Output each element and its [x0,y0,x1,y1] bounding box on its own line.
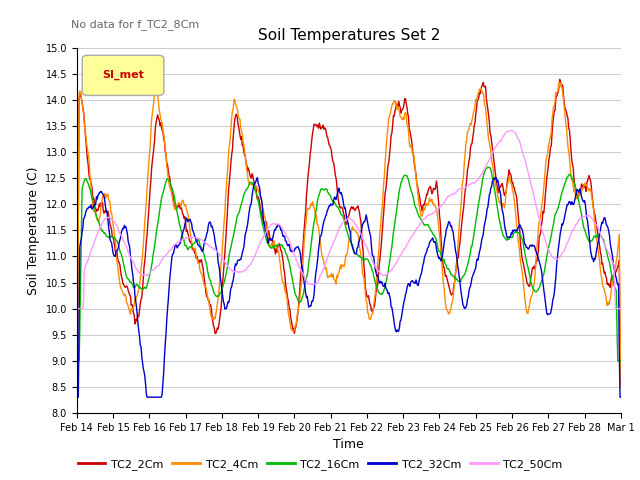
Legend: TC2_2Cm, TC2_4Cm, TC2_16Cm, TC2_32Cm, TC2_50Cm: TC2_2Cm, TC2_4Cm, TC2_16Cm, TC2_32Cm, TC… [73,455,567,474]
Text: No data for f_TC2_8Cm: No data for f_TC2_8Cm [72,19,200,30]
TC2_16Cm [394,203,401,209]
TC2_50Cm [507,128,515,133]
TC2_16Cm [447,272,454,277]
TC2_4Cm [193,253,200,259]
FancyBboxPatch shape [82,55,164,96]
TC2_4Cm [340,264,348,269]
TC2_2Cm [216,316,223,322]
Line: TC2_16Cm: TC2_16Cm [77,167,621,360]
TC2_2Cm [556,76,563,82]
Line: TC2_4Cm: TC2_4Cm [77,82,621,387]
TC2_4Cm [216,278,223,284]
TC2_32Cm [447,224,454,229]
TC2_16Cm [340,217,348,223]
TC2_4Cm [617,384,625,390]
TC2_32Cm [617,394,625,400]
Line: TC2_32Cm: TC2_32Cm [77,178,621,397]
Title: Soil Temperatures Set 2: Soil Temperatures Set 2 [258,28,440,43]
TC2_2Cm [73,384,81,390]
TC2_50Cm [447,192,454,198]
TC2_16Cm [73,358,81,363]
TC2_16Cm [484,164,492,170]
TC2_32Cm [73,394,81,400]
TC2_50Cm [73,306,81,312]
TC2_4Cm [568,177,575,183]
TC2_2Cm [340,213,348,219]
TC2_4Cm [394,107,401,112]
TC2_16Cm [617,358,625,363]
TC2_2Cm [394,104,401,110]
TC2_50Cm [193,235,200,240]
Line: TC2_2Cm: TC2_2Cm [77,79,621,387]
TC2_50Cm [340,218,348,224]
TC2_50Cm [568,229,575,235]
TC2_32Cm [492,175,499,180]
TC2_16Cm [568,174,575,180]
TC2_2Cm [568,156,575,162]
TC2_32Cm [568,199,575,204]
Text: SI_met: SI_met [102,70,144,81]
Y-axis label: Soil Temperature (C): Soil Temperature (C) [27,166,40,295]
X-axis label: Time: Time [333,438,364,451]
TC2_2Cm [193,255,200,261]
TC2_2Cm [447,291,454,297]
Line: TC2_50Cm: TC2_50Cm [77,131,621,309]
TC2_2Cm [617,384,625,390]
TC2_32Cm [216,267,223,273]
TC2_16Cm [193,239,200,244]
TC2_50Cm [394,259,401,264]
TC2_4Cm [447,307,454,312]
TC2_32Cm [193,238,200,244]
TC2_32Cm [340,205,348,211]
TC2_4Cm [73,384,81,390]
TC2_32Cm [394,327,401,333]
TC2_50Cm [216,252,223,258]
TC2_16Cm [216,291,223,297]
TC2_50Cm [617,306,625,312]
TC2_4Cm [556,79,563,85]
